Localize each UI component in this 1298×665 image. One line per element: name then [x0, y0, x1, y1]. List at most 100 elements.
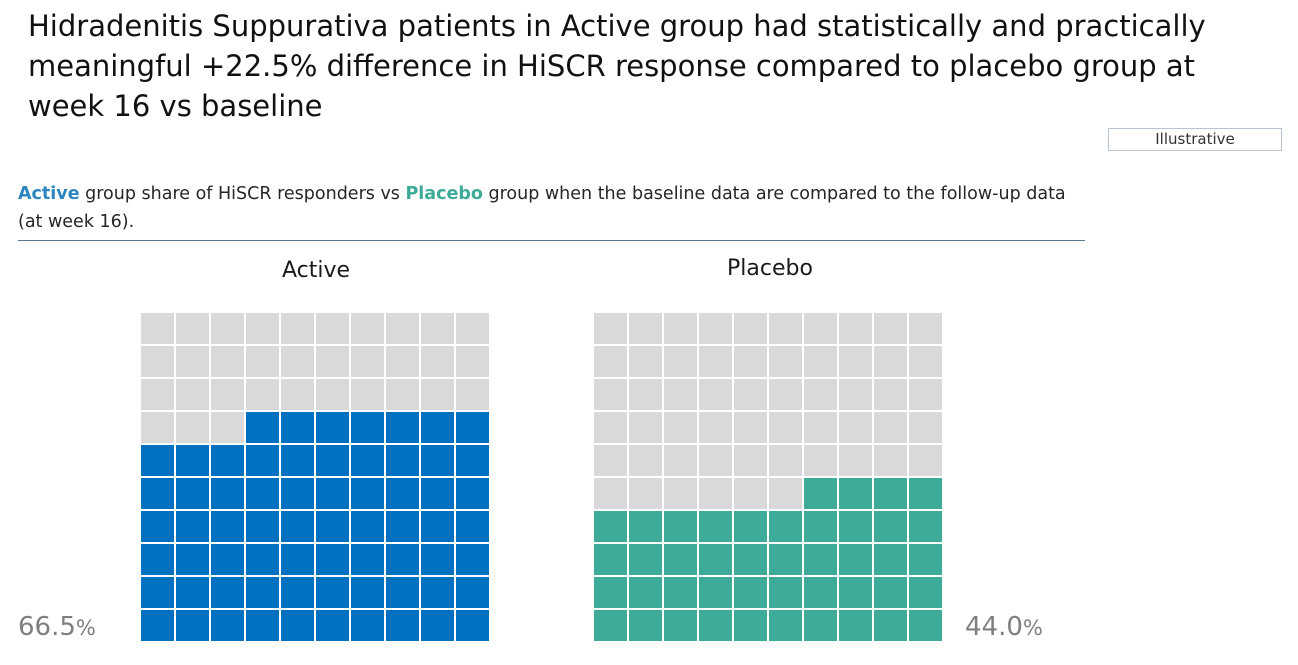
active-waffle-cell — [176, 511, 209, 542]
placebo-waffle-cell — [874, 610, 907, 641]
placebo-waffle-cell — [594, 544, 627, 575]
placebo-waffle-cell — [629, 610, 662, 641]
subtitle-active-word: Active — [18, 184, 80, 204]
placebo-waffle-cell — [699, 412, 732, 443]
placebo-waffle-cell — [769, 379, 802, 410]
placebo-waffle-cell — [699, 511, 732, 542]
placebo-waffle-cell — [664, 511, 697, 542]
active-waffle-cell — [456, 478, 489, 509]
placebo-waffle-cell — [629, 445, 662, 476]
placebo-waffle-cell — [839, 478, 872, 509]
placebo-waffle-cell — [909, 610, 942, 641]
active-waffle-cell — [211, 478, 244, 509]
placebo-waffle-cell — [804, 379, 837, 410]
active-waffle-cell — [176, 610, 209, 641]
placebo-waffle-cell — [804, 346, 837, 377]
active-waffle-cell — [246, 577, 279, 608]
active-waffle-cell — [176, 412, 209, 443]
active-waffle-cell — [316, 379, 349, 410]
placebo-waffle-cell — [874, 346, 907, 377]
placebo-waffle-cell — [629, 313, 662, 344]
placebo-waffle-cell — [699, 577, 732, 608]
active-waffle-cell — [246, 445, 279, 476]
placebo-waffle-cell — [734, 412, 767, 443]
placebo-waffle-cell — [664, 313, 697, 344]
active-waffle-cell — [141, 445, 174, 476]
placebo-percent-label: 44.0% — [965, 612, 1043, 642]
active-waffle-cell — [386, 379, 419, 410]
placebo-waffle-cell — [594, 346, 627, 377]
active-waffle-cell — [141, 346, 174, 377]
subtitle-text-1: group share of HiSCR responders vs — [79, 184, 406, 204]
placebo-waffle-cell — [769, 346, 802, 377]
placebo-waffle-cell — [804, 577, 837, 608]
placebo-waffle-cell — [839, 379, 872, 410]
active-waffle-cell — [386, 478, 419, 509]
placebo-waffle-cell — [874, 445, 907, 476]
active-waffle-cell — [351, 544, 384, 575]
active-waffle-cell — [176, 379, 209, 410]
active-waffle-cell — [281, 577, 314, 608]
placebo-waffle-cell — [909, 577, 942, 608]
placebo-waffle-cell — [769, 445, 802, 476]
placebo-percent-unit: % — [1022, 616, 1043, 640]
placebo-waffle-cell — [664, 544, 697, 575]
placebo-waffle-cell — [769, 610, 802, 641]
placebo-waffle-cell — [664, 478, 697, 509]
active-waffle-cell — [386, 610, 419, 641]
active-waffle-cell — [421, 544, 454, 575]
active-waffle-cell — [176, 478, 209, 509]
active-waffle-cell — [246, 511, 279, 542]
placebo-waffle-cell — [874, 544, 907, 575]
placebo-waffle-cell — [909, 445, 942, 476]
active-waffle-cell — [351, 577, 384, 608]
placebo-waffle-cell — [769, 313, 802, 344]
placebo-waffle-cell — [909, 478, 942, 509]
placebo-waffle-cell — [699, 610, 732, 641]
active-waffle-cell — [246, 313, 279, 344]
active-waffle-cell — [421, 379, 454, 410]
placebo-waffle-cell — [804, 412, 837, 443]
placebo-waffle-cell — [839, 544, 872, 575]
active-waffle-cell — [211, 445, 244, 476]
placebo-waffle-cell — [839, 346, 872, 377]
placebo-waffle-cell — [839, 511, 872, 542]
active-waffle-cell — [456, 577, 489, 608]
placebo-waffle-cell — [804, 313, 837, 344]
placebo-waffle-cell — [699, 445, 732, 476]
active-waffle-cell — [456, 313, 489, 344]
active-waffle-cell — [281, 313, 314, 344]
placebo-waffle-cell — [874, 379, 907, 410]
placebo-waffle-cell — [594, 610, 627, 641]
placebo-waffle-cell — [769, 577, 802, 608]
placebo-waffle-grid — [594, 313, 942, 641]
placebo-waffle-cell — [699, 346, 732, 377]
placebo-waffle-cell — [839, 313, 872, 344]
active-waffle-cell — [246, 412, 279, 443]
active-waffle-cell — [421, 610, 454, 641]
placebo-waffle-cell — [909, 313, 942, 344]
placebo-panel-title: Placebo — [727, 256, 813, 281]
page-title: Hidradenitis Suppurativa patients in Act… — [28, 9, 1206, 123]
subtitle-placebo-word: Placebo — [405, 184, 483, 204]
placebo-waffle-cell — [664, 346, 697, 377]
placebo-waffle-cell — [769, 412, 802, 443]
active-waffle-cell — [421, 577, 454, 608]
placebo-waffle-cell — [874, 511, 907, 542]
active-waffle-cell — [281, 544, 314, 575]
active-waffle-cell — [281, 379, 314, 410]
placebo-waffle-cell — [594, 445, 627, 476]
active-waffle-cell — [421, 445, 454, 476]
placebo-waffle-cell — [629, 511, 662, 542]
active-waffle-cell — [316, 412, 349, 443]
active-waffle-cell — [351, 412, 384, 443]
placebo-waffle-cell — [874, 478, 907, 509]
placebo-waffle-cell — [874, 412, 907, 443]
active-waffle-cell — [176, 544, 209, 575]
placebo-waffle-cell — [769, 511, 802, 542]
placebo-waffle-cell — [629, 346, 662, 377]
placebo-percent-value: 44.0 — [965, 612, 1023, 642]
chart-subtitle: Active group share of HiSCR responders v… — [18, 180, 1093, 236]
active-percent-value: 66.5 — [18, 612, 76, 642]
active-waffle-cell — [351, 313, 384, 344]
